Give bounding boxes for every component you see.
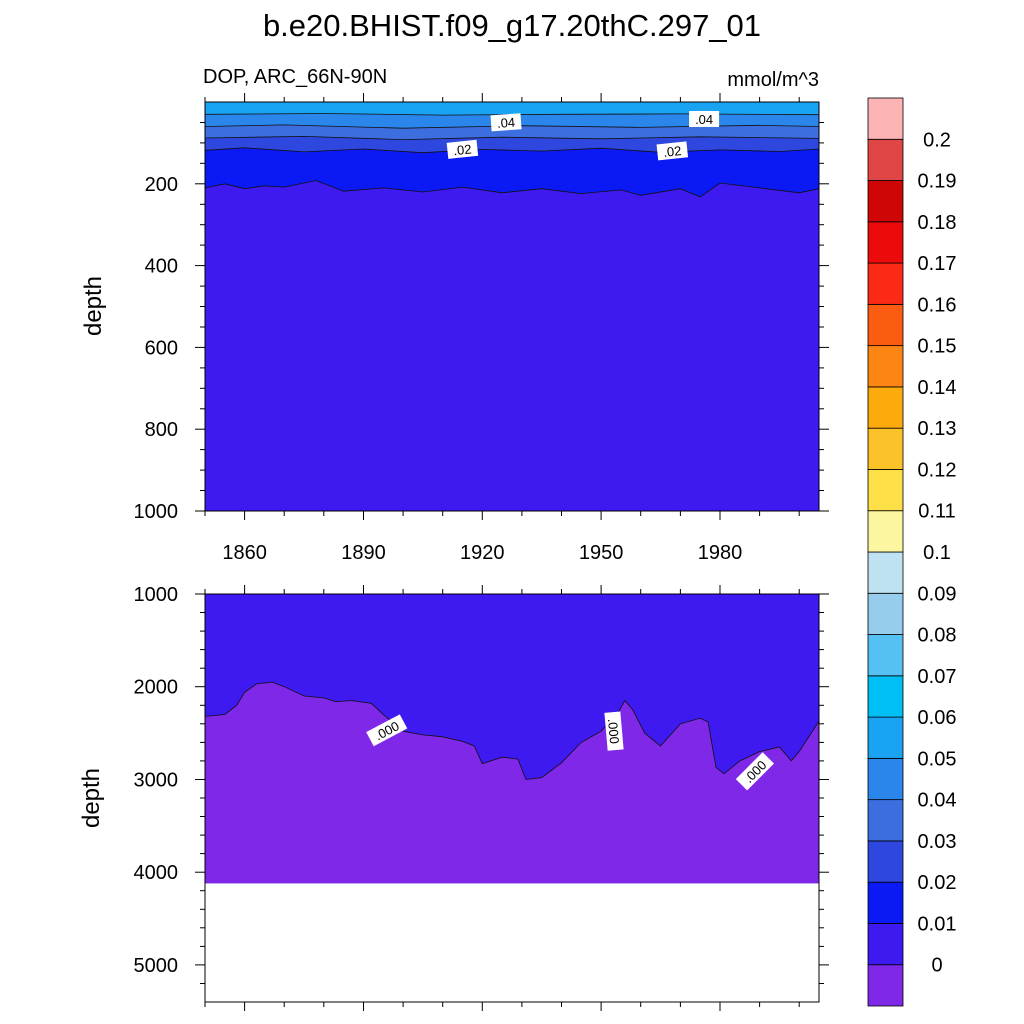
upper-contour-label-text: .04 <box>497 115 516 131</box>
colorbar-label: 0.06 <box>918 707 957 729</box>
colorbar-swatch <box>867 757 904 801</box>
upper-panel: .04 .04 .02 .02 200 400 600 800 1000 1860 1890 1920… <box>134 93 829 564</box>
colorbar-label: 0.14 <box>918 377 957 399</box>
lower-contour-label-box <box>735 752 774 791</box>
upper-contour-label: .02 <box>656 141 689 161</box>
lower-ytick-label: 2000 <box>134 677 179 699</box>
colorbar-swatch <box>867 964 904 1007</box>
colorbar-swatch <box>867 592 904 635</box>
colorbar-label: 0.09 <box>918 583 957 605</box>
colorbar-swatch <box>867 716 904 759</box>
upper-contour-label: .04 <box>689 111 720 127</box>
colorbar-label: 0.16 <box>918 294 957 316</box>
colorbar-swatch <box>867 923 904 966</box>
right-subtitle: mmol/m^3 <box>727 69 819 91</box>
colorbar-swatch <box>867 840 904 883</box>
upper-ylabel: depth <box>80 276 107 336</box>
upper-contour-label-box <box>656 141 689 161</box>
colorbar-label: 0.1 <box>923 542 951 564</box>
lower-ytick-label: 1000 <box>134 584 179 606</box>
lower-contour <box>204 681 820 780</box>
colorbar-label: 0.05 <box>918 748 957 770</box>
colorbar-swatch <box>867 675 904 718</box>
colorbar-swatch <box>867 262 904 305</box>
lower-ylabel: depth <box>78 768 105 828</box>
colorbar-swatch <box>867 469 904 512</box>
colorbar-swatch <box>867 551 904 594</box>
colorbar-label: 0.07 <box>918 666 957 688</box>
upper-xtick-label: 1890 <box>341 542 386 564</box>
upper-contour-label: .02 <box>446 139 479 159</box>
colorbar-label: 0 <box>931 955 942 977</box>
lower-contour-label: .000 <box>604 711 624 751</box>
upper-xtick-label: 1920 <box>460 542 505 564</box>
lower-contour-label-text: .000 <box>605 718 622 745</box>
upper-contour-label: .04 <box>490 113 522 132</box>
colorbar-label: 0.04 <box>918 790 957 812</box>
colorbar-swatch <box>867 180 904 223</box>
colorbar-swatch <box>867 386 904 429</box>
colorbar-label: 0.08 <box>918 625 957 647</box>
upper-ytick-label: 600 <box>145 337 178 359</box>
colorbar-label: 0.12 <box>918 460 957 482</box>
upper-xtick-label: 1950 <box>579 542 624 564</box>
colorbar-label: 0.17 <box>918 253 957 275</box>
colorbar-swatch <box>867 138 904 181</box>
colorbar-label: 0.18 <box>918 212 957 234</box>
lower-band-zero <box>205 682 819 884</box>
left-subtitle: DOP, ARC_66N-90N <box>203 66 387 88</box>
colorbar-swatch <box>867 221 904 264</box>
colorbar-swatch <box>867 510 904 553</box>
lower-ytick-label: 4000 <box>134 862 179 884</box>
upper-contour-2 <box>204 135 820 141</box>
upper-contour-label-text: .04 <box>695 112 713 127</box>
lower-ytick-label: 5000 <box>134 955 179 977</box>
colorbar-swatch <box>867 303 904 347</box>
upper-ytick-label: 200 <box>145 174 178 196</box>
colorbar-swatch <box>867 427 904 470</box>
chart-title: b.e20.BHIST.f09_g17.20thC.297_01 <box>263 8 761 43</box>
colorbar-label: 0.03 <box>918 831 957 853</box>
colorbar-label: 0.01 <box>918 914 957 936</box>
lower-contour-label-box <box>366 714 408 747</box>
upper-contour-label-box <box>446 139 479 159</box>
colorbar-label: 0.19 <box>918 171 957 193</box>
upper-xtick-label: 1860 <box>222 542 267 564</box>
lower-contour-label-box <box>604 711 624 751</box>
colorbar-label: 0.2 <box>923 129 951 151</box>
upper-contour-label-text: .02 <box>453 141 473 158</box>
colorbar-swatch <box>867 881 904 924</box>
colorbar-swatch <box>867 345 904 388</box>
upper-xtick-label: 1980 <box>698 542 743 564</box>
upper-band-4 <box>205 180 819 511</box>
upper-contour-3 <box>204 147 820 154</box>
upper-contour-label-box <box>490 113 522 132</box>
colorbar: 0 0.01 0.02 0.03 0.04 0.05 0.06 0.07 0.08 0.09 0.1… <box>867 97 957 1007</box>
lower-ytick-label: 3000 <box>134 770 179 792</box>
colorbar-label: 0.11 <box>918 501 955 523</box>
upper-contour-label-text: .02 <box>663 143 683 160</box>
upper-contour-label-box <box>689 111 720 127</box>
colorbar-label: 0.15 <box>918 336 957 358</box>
upper-ytick-label: 400 <box>145 256 178 278</box>
colorbar-label: 0.13 <box>918 418 957 440</box>
colorbar-swatch <box>867 97 904 140</box>
colorbar-swatch <box>867 634 904 677</box>
upper-contour-4 <box>204 180 820 198</box>
upper-contour-1 <box>204 124 820 129</box>
colorbar-swatch <box>867 799 904 842</box>
upper-ytick-label: 800 <box>145 419 178 441</box>
colorbar-label: 0.02 <box>918 872 957 894</box>
upper-ytick-label: 1000 <box>134 501 179 523</box>
